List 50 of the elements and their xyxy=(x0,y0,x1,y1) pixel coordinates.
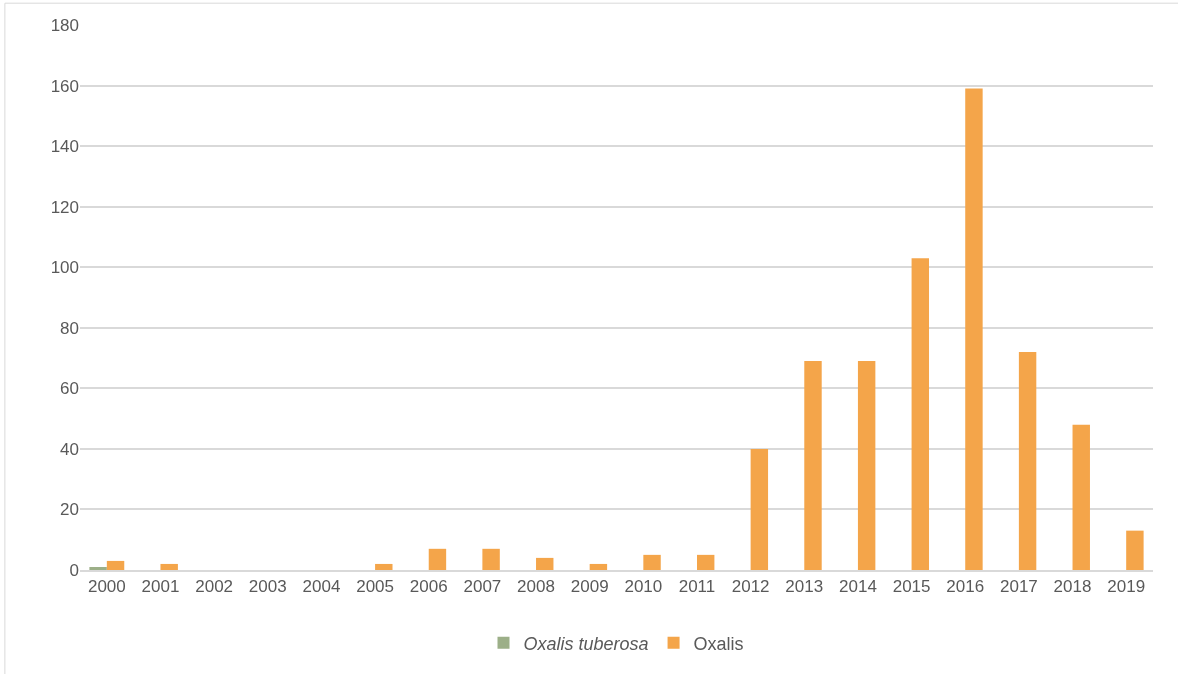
bar xyxy=(482,548,500,570)
bar xyxy=(696,554,715,570)
legend-label: Oxalis xyxy=(693,633,744,654)
x-tick-label: 2018 xyxy=(1053,577,1092,597)
x-tick-label: 2008 xyxy=(517,577,555,597)
x-tick-label: 2012 xyxy=(731,577,770,597)
y-tick-label: 20 xyxy=(60,500,79,520)
x-tick-label: 2019 xyxy=(1107,577,1146,597)
x-tick-label: 2001 xyxy=(141,577,180,597)
bar xyxy=(1018,352,1037,570)
y-tick-label: 0 xyxy=(69,560,79,580)
bar xyxy=(750,448,769,570)
bar xyxy=(89,566,107,570)
y-tick-label: 180 xyxy=(50,15,79,35)
bar xyxy=(911,258,930,570)
x-tick-label: 2006 xyxy=(409,577,448,597)
y-tick-label: 160 xyxy=(50,76,79,96)
x-tick-label: 2010 xyxy=(624,577,663,597)
bar xyxy=(375,563,393,570)
y-tick-label: 140 xyxy=(50,137,79,157)
x-tick-label: 2000 xyxy=(87,577,126,597)
y-tick-label: 100 xyxy=(50,258,79,278)
bar xyxy=(1072,424,1090,570)
x-tick-label: 2002 xyxy=(195,577,234,597)
x-tick-label: 2016 xyxy=(946,577,985,597)
x-tick-label: 2009 xyxy=(570,577,609,597)
x-tick-label: 2013 xyxy=(785,577,824,597)
bar xyxy=(160,563,178,570)
x-tick-label: 2004 xyxy=(302,577,341,597)
y-tick-label: 60 xyxy=(60,379,79,399)
x-tick-label: 2003 xyxy=(248,577,287,597)
bar xyxy=(536,557,554,570)
legend-label: Oxalis tuberosa xyxy=(523,633,649,654)
bar xyxy=(428,548,447,570)
bar xyxy=(965,88,983,570)
bar xyxy=(857,361,876,570)
bar xyxy=(643,554,661,570)
y-tick-label: 40 xyxy=(60,439,79,459)
x-tick-label: 2015 xyxy=(892,577,931,597)
x-tick-label: 2011 xyxy=(678,577,716,597)
bar xyxy=(1126,530,1144,570)
bar xyxy=(106,560,125,570)
x-tick-label: 2005 xyxy=(356,577,394,597)
y-tick-label: 80 xyxy=(60,318,79,338)
x-tick-label: 2014 xyxy=(839,577,877,597)
x-tick-label: 2017 xyxy=(999,577,1038,597)
bar xyxy=(804,361,822,570)
y-tick-label: 120 xyxy=(50,197,79,217)
x-tick-label: 2007 xyxy=(463,577,502,597)
bar xyxy=(589,563,608,570)
